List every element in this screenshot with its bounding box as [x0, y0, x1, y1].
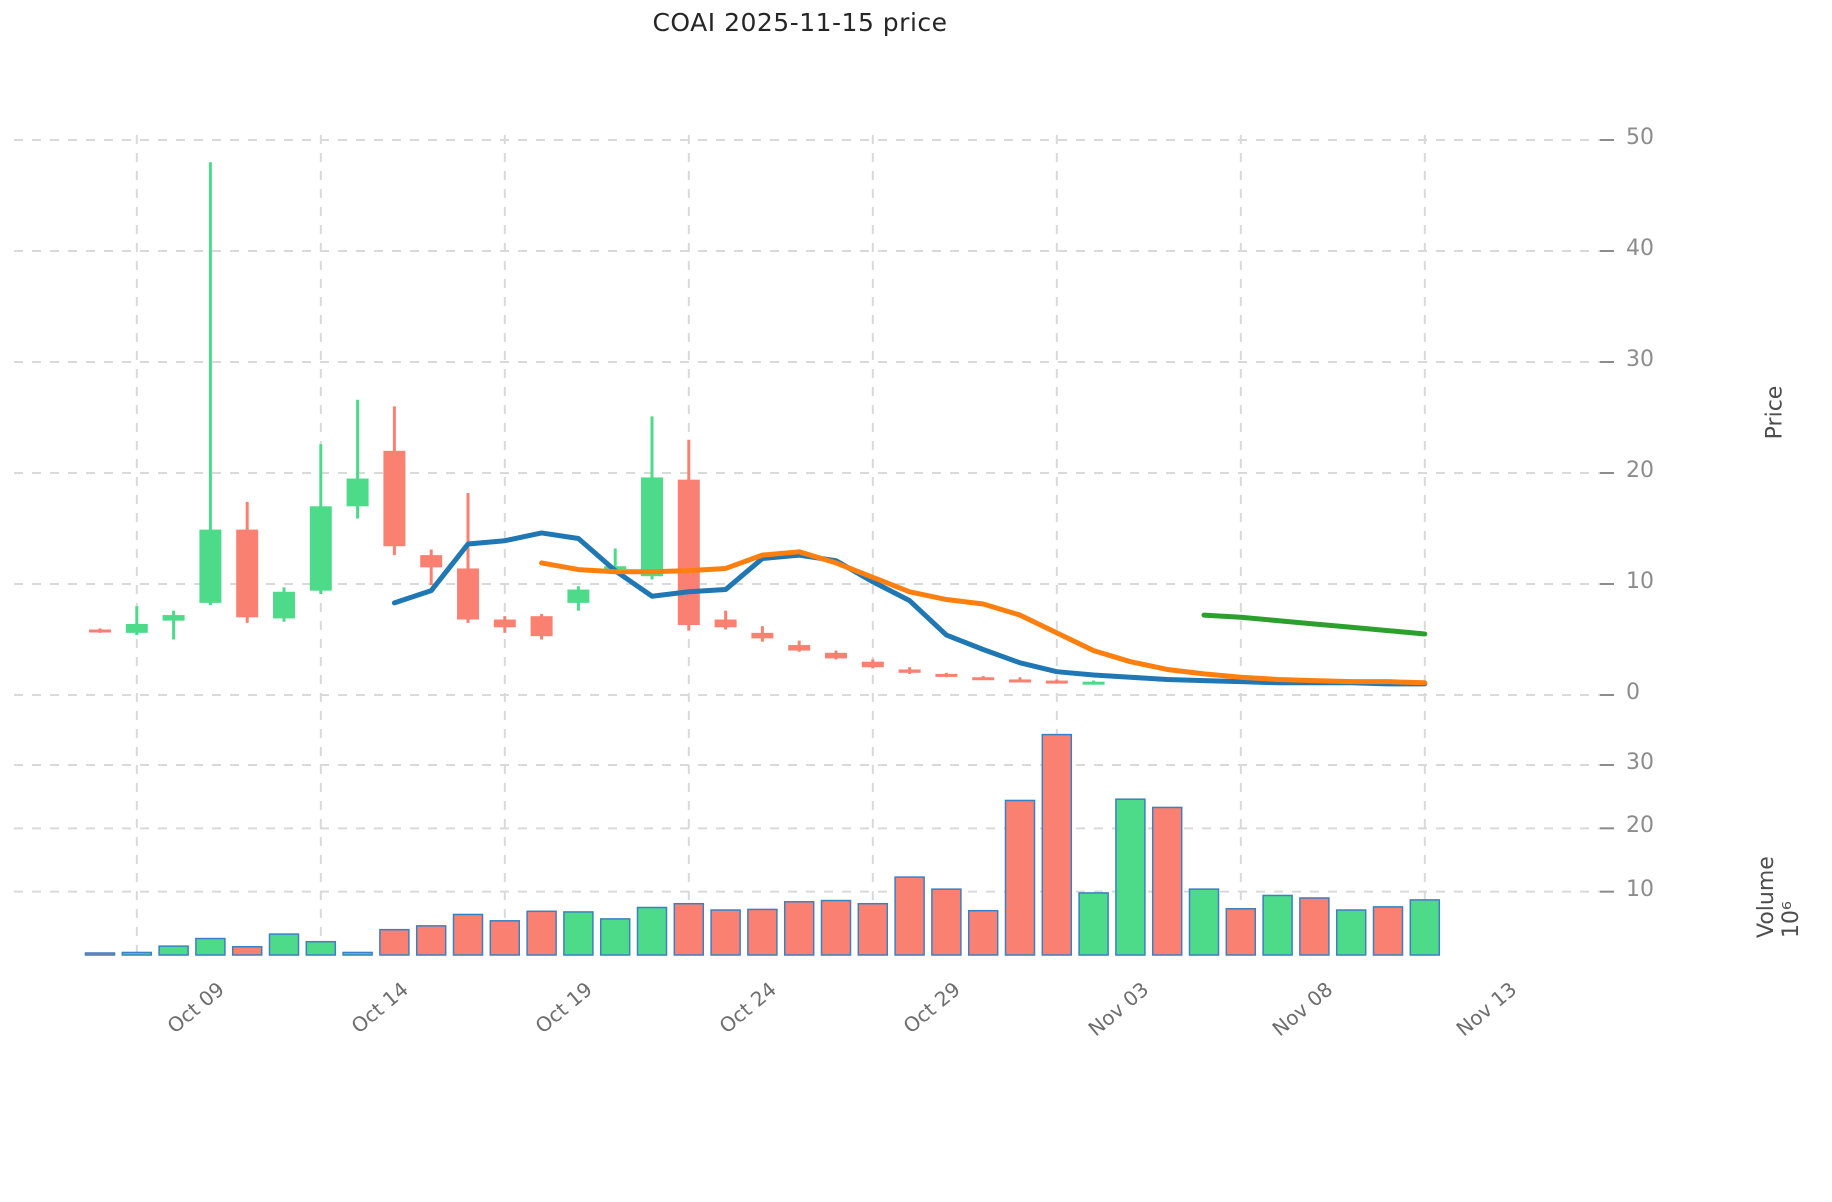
price-tick-40: 40: [1626, 236, 1654, 261]
candlesticks: [89, 162, 1105, 685]
candlestick: [273, 587, 295, 622]
candlestick: [1009, 677, 1031, 683]
candlestick: [788, 640, 811, 652]
candlestick: [567, 586, 590, 611]
volume-bar: [526, 910, 557, 956]
volume-bar: [342, 951, 373, 956]
volume-bars: [84, 733, 1441, 956]
candlestick: [162, 610, 185, 640]
volume-bar: [121, 951, 153, 956]
volume-bar: [1151, 806, 1183, 956]
axis-tickmarks: [1600, 139, 1614, 893]
volume-tick-30: 30: [1626, 750, 1654, 775]
ma-line: [539, 549, 1428, 686]
price-tick-20: 20: [1626, 458, 1654, 483]
volume-bar: [931, 888, 962, 956]
candlestick: [1045, 679, 1068, 684]
price-tick-0: 0: [1626, 680, 1640, 705]
volume-bar: [84, 952, 116, 956]
volume-bar: [747, 908, 778, 956]
candlestick: [1082, 680, 1105, 685]
candlestick: [493, 616, 516, 633]
volume-bar: [268, 933, 300, 956]
volume-bar: [489, 920, 521, 956]
candlestick: [125, 606, 148, 636]
volume-bar: [415, 925, 447, 956]
candlestick: [972, 676, 995, 681]
candlestick: [677, 439, 700, 631]
candlestick: [825, 650, 847, 660]
candlestick: [457, 492, 479, 623]
candlestick: [236, 501, 259, 623]
volume-bar: [195, 937, 226, 956]
volume-bar: [1188, 888, 1220, 956]
volume-bar: [305, 940, 337, 956]
candlestick: [383, 406, 406, 556]
ma-line: [1201, 612, 1428, 637]
candlestick: [861, 659, 884, 669]
volume-bar: [1262, 894, 1293, 956]
price-tick-30: 30: [1626, 347, 1654, 372]
volume-bar: [379, 928, 410, 956]
volume-tick-10: 10: [1626, 876, 1654, 902]
volume-bar: [1372, 906, 1404, 956]
volume-bar: [894, 876, 925, 956]
volume-bar: [599, 918, 631, 956]
candlestick: [935, 672, 958, 678]
volume-bar: [857, 902, 889, 956]
candlestick: [898, 667, 921, 674]
price-axis-label: Price: [1762, 385, 1788, 440]
volume-bar: [673, 902, 705, 956]
candlestick: [751, 626, 774, 642]
volume-axis-label: Volume 10⁶: [1754, 856, 1804, 938]
volume-bar: [820, 899, 852, 956]
candlestick: [199, 162, 222, 606]
volume-bar: [1041, 733, 1073, 956]
candlestick: [530, 613, 553, 640]
volume-bar: [1115, 798, 1146, 956]
volume-bar: [158, 945, 189, 956]
candlestick: [714, 610, 737, 630]
volume-bar: [967, 909, 999, 956]
candlestick: [89, 628, 111, 633]
chart-title: COAI 2025-11-15 price: [652, 8, 948, 37]
volume-tick-20: 20: [1626, 813, 1654, 839]
candlestick: [309, 444, 332, 594]
candlestick: [420, 549, 443, 586]
volume-bar: [710, 909, 741, 956]
volume-bar: [452, 913, 484, 956]
volume-bar: [636, 906, 668, 956]
volume-bar: [783, 901, 815, 956]
moving-average-lines: [391, 530, 1428, 687]
volume-bar: [1225, 908, 1257, 956]
volume-bar: [1299, 897, 1330, 956]
candlestick: [346, 399, 369, 519]
volume-bar: [563, 911, 594, 956]
gridlines: [14, 135, 1600, 955]
price-tick-50: 50: [1626, 125, 1654, 150]
volume-bar: [231, 946, 263, 956]
price-tick-10: 10: [1626, 569, 1654, 594]
volume-bar: [1004, 799, 1036, 956]
volume-bar: [1335, 909, 1367, 956]
volume-bar: [1078, 892, 1109, 956]
candlestick: [641, 416, 663, 580]
volume-bar: [1409, 899, 1441, 956]
ma-line: [391, 530, 1428, 687]
